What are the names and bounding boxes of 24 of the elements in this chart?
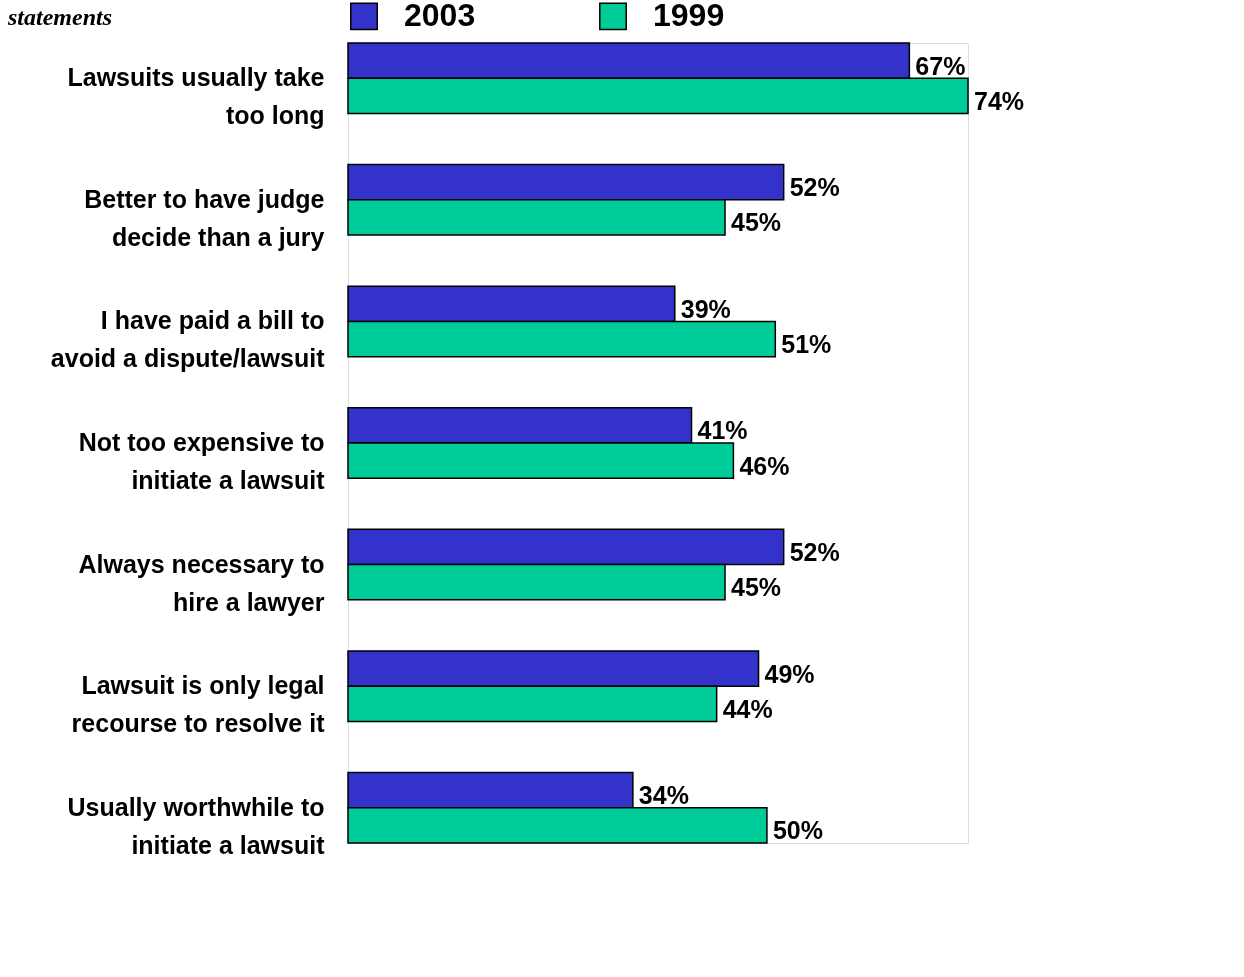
y-tick-label: Not too expensive to initiate a lawsuit: [78, 428, 326, 494]
data-label: 44%: [722, 694, 773, 723]
data-label: 49%: [764, 659, 815, 688]
y-tick-label: Better to have judge decide than a jury: [84, 184, 325, 251]
data-label: 52%: [789, 173, 840, 202]
y-tick-label: Lawsuits usually take too long: [67, 63, 325, 130]
legend-label: 2003: [404, 0, 476, 34]
y-tick-label: Always necessary to hire a lawyer: [78, 549, 325, 616]
data-label: 74%: [974, 86, 1025, 115]
data-label: 41%: [697, 416, 748, 445]
data-label: 50%: [772, 816, 823, 845]
text: statements: [7, 4, 113, 30]
data-label: 34%: [638, 781, 689, 810]
data-label: 51%: [781, 330, 832, 359]
data-label: 39%: [680, 294, 731, 323]
data-label: 46%: [739, 451, 790, 480]
y-tick-label: I have paid a bill to avoid a dispute/lawsuit: [50, 306, 326, 373]
legend-label: 1999: [653, 0, 725, 34]
data-label: 45%: [731, 573, 782, 602]
y-tick-label: Usually worthwhile to initiate a lawsuit: [67, 792, 326, 859]
data-label: 45%: [731, 208, 782, 237]
data-label: 52%: [789, 537, 840, 566]
y-tick-label: Lawsuit is only legal recourse to resolve it: [71, 671, 326, 738]
data-label: 67%: [915, 51, 966, 80]
